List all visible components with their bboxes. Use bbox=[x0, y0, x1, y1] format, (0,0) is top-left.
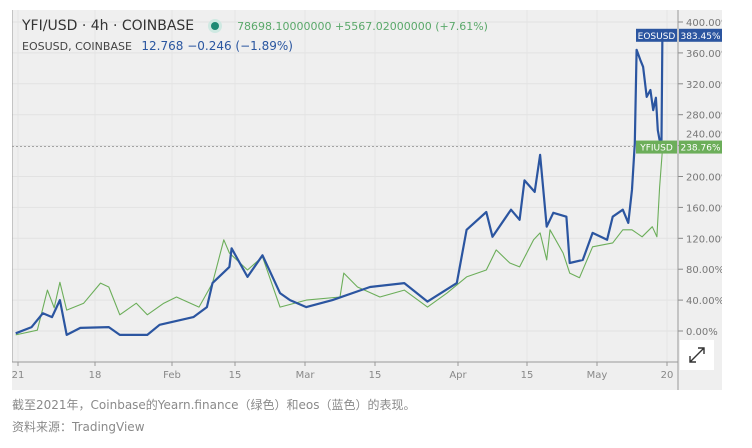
main-symbol[interactable]: YFI/USD · 4h · COINBASE bbox=[22, 18, 195, 34]
x-tick-label: Mar bbox=[296, 370, 316, 381]
y-tick-label: 240.00% bbox=[686, 130, 722, 141]
caption-line-2: 资料来源：TradingView bbox=[12, 420, 145, 434]
y-tick-label: 200.00% bbox=[686, 173, 722, 184]
y-tick-label: 360.00% bbox=[686, 49, 722, 60]
x-tick-label: 18 bbox=[89, 370, 102, 381]
last-value-label: 238.76% bbox=[680, 144, 720, 154]
y-tick-label: 80.00% bbox=[686, 265, 722, 276]
expand-button[interactable] bbox=[680, 340, 714, 370]
y-tick-label: 320.00% bbox=[686, 80, 722, 91]
last-value-badge bbox=[679, 28, 722, 42]
last-value-label: 383.45% bbox=[680, 32, 720, 42]
market-status-dot-icon bbox=[210, 21, 219, 30]
compare-symbol[interactable]: EOSUSD, COINBASE bbox=[22, 40, 132, 53]
x-tick-label: Feb bbox=[163, 370, 181, 381]
x-tick-label: 21 bbox=[12, 370, 24, 381]
x-tick-label: 15 bbox=[521, 370, 534, 381]
compare-values: 12.768 −0.246 (−1.89%) bbox=[141, 39, 293, 53]
x-tick-label: Apr bbox=[449, 370, 467, 381]
chart-svg: 400.00%360.00%320.00%280.00%240.00%200.0… bbox=[12, 10, 722, 390]
caption-line-1: 截至2021年，Coinbase的Yearn.finance（绿色）和eos（蓝… bbox=[12, 398, 416, 412]
y-tick-label: 160.00% bbox=[686, 203, 722, 214]
main-values: 78698.10000000 +5567.02000000 (+7.61%) bbox=[237, 20, 488, 33]
series-name-label: YFIUSD bbox=[639, 144, 673, 154]
x-tick-label: 15 bbox=[369, 370, 382, 381]
y-tick-label: 400.00% bbox=[686, 18, 722, 29]
compare-series-legend: EOSUSD, COINBASE 12.768 −0.246 (−1.89%) bbox=[22, 39, 293, 53]
y-tick-label: 280.00% bbox=[686, 111, 722, 122]
series-name-badge bbox=[636, 140, 677, 154]
y-tick-label: 120.00% bbox=[686, 234, 722, 245]
series-name-label: EOSUSD bbox=[638, 32, 676, 42]
y-tick-label: 0.00% bbox=[686, 327, 718, 338]
expand-diagonal-arrows-icon bbox=[689, 347, 705, 363]
y-tick-label: 40.00% bbox=[686, 296, 722, 307]
series-line-yfiusd bbox=[15, 146, 664, 336]
x-tick-label: 20 bbox=[661, 370, 674, 381]
x-tick-label: 15 bbox=[229, 370, 242, 381]
chart-area[interactable]: 400.00%360.00%320.00%280.00%240.00%200.0… bbox=[12, 10, 722, 390]
series-name-badge bbox=[636, 28, 677, 42]
last-value-badge bbox=[679, 140, 722, 154]
main-series-legend: YFI/USD · 4h · COINBASE 78698.10000000 +… bbox=[22, 18, 488, 34]
series-line-eosusd bbox=[15, 34, 664, 336]
x-tick-label: May bbox=[587, 370, 608, 381]
